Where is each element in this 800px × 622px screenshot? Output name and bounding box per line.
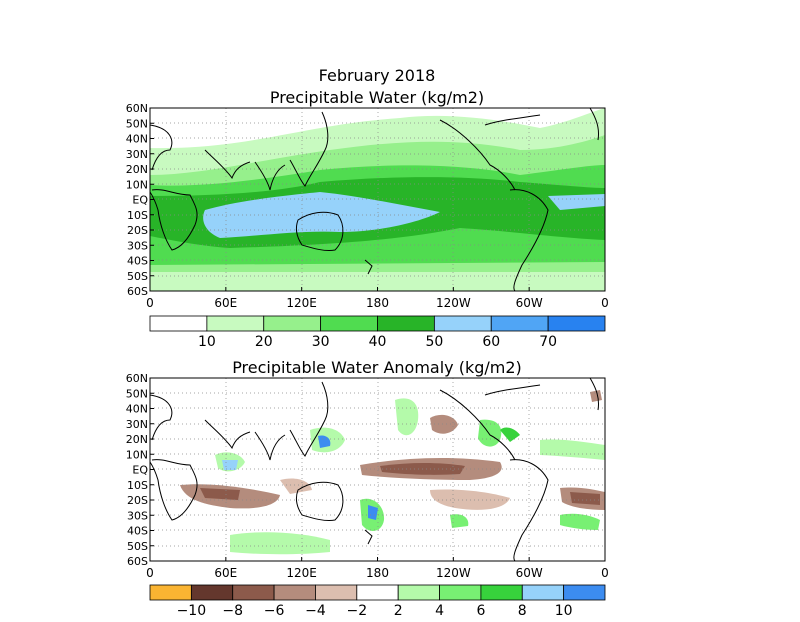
- top-map-panel: 60N 50N 40N 30N 20N 10N EQ 10S 20S 30S 40S 50S 60S 0…: [126, 102, 609, 310]
- colorbar-swatch: [439, 584, 482, 601]
- colorbar-label: 2: [394, 603, 403, 618]
- lon-tick-label: 0: [146, 296, 154, 310]
- colorbar-swatch: [397, 584, 440, 601]
- lon-tick-label: 120E: [286, 566, 317, 580]
- lon-tick-label: 0: [601, 566, 609, 580]
- lat-tick-label: 20N: [126, 163, 148, 176]
- lat-tick-label: EQ: [132, 464, 148, 477]
- colorbar-label: 10: [555, 603, 573, 618]
- colorbar-swatch: [206, 315, 265, 332]
- colorbar-label: 6: [476, 603, 485, 618]
- colorbar-swatch: [490, 315, 549, 332]
- colorbar-swatch: [480, 584, 523, 601]
- colorbar-swatch: [263, 315, 322, 332]
- colorbar-swatch: [521, 584, 565, 601]
- lat-tick-label: 50S: [127, 540, 148, 553]
- lat-tick-label: 10S: [127, 209, 148, 222]
- lat-tick-label: 60N: [126, 372, 148, 385]
- colorbar-swatch: [149, 584, 192, 601]
- colorbar-label: 8: [518, 603, 527, 618]
- lat-tick-label: 40S: [127, 525, 148, 538]
- colorbar-swatch: [563, 584, 606, 601]
- colorbar-label: −8: [222, 603, 243, 618]
- lon-tick-label: 120E: [286, 296, 317, 310]
- lat-tick-label: 30N: [126, 148, 148, 161]
- bottom-map-field: [150, 378, 605, 561]
- lon-tick-label: 60W: [516, 566, 543, 580]
- colorbar-swatch: [547, 315, 606, 332]
- lat-tick-label: 40N: [126, 403, 148, 416]
- lat-tick-label: EQ: [132, 194, 148, 207]
- colorbar-swatch: [320, 315, 378, 332]
- bottom-lon-labels: 0 60E 120E 180 120W 60W 0: [146, 557, 609, 580]
- colorbar-swatch: [232, 584, 275, 601]
- lat-tick-label: 60S: [127, 285, 148, 298]
- colorbar-label: 30: [312, 334, 330, 350]
- lon-tick-label: 120W: [436, 566, 471, 580]
- colorbar-swatch: [377, 315, 435, 332]
- bottom-map-panel: 60N 50N 40N 30N 20N 10N EQ 10S 20S 30S 40S 50S 60S 0…: [126, 372, 609, 580]
- lat-tick-label: 50N: [126, 387, 148, 400]
- colorbar-swatch: [149, 315, 208, 332]
- lat-tick-label: 20S: [127, 494, 148, 507]
- lat-tick-label: 10N: [126, 178, 148, 191]
- colorbar-label: −4: [305, 603, 326, 618]
- top-lon-labels: 0 60E 120E 180 120W 60W 0: [146, 287, 609, 310]
- lon-tick-label: 60E: [214, 296, 237, 310]
- colorbar-label: 40: [369, 334, 387, 350]
- lat-tick-label: 20N: [126, 433, 148, 446]
- top-colorbar: 10 20 30 40 50 60 70: [149, 315, 606, 350]
- lat-tick-label: 20S: [127, 224, 148, 237]
- lon-tick-label: 60W: [516, 296, 543, 310]
- colorbar-label: −10: [177, 603, 207, 618]
- colorbar-swatch: [315, 584, 358, 601]
- colorbar-label: 10: [198, 334, 216, 350]
- lat-tick-label: 60S: [127, 555, 148, 568]
- colorbar-label: 20: [255, 334, 273, 350]
- top-lat-labels: 60N 50N 40N 30N 20N 10N EQ 10S 20S 30S 40S 50S 60S: [126, 102, 154, 298]
- lat-tick-label: 40N: [126, 133, 148, 146]
- lon-tick-label: 60E: [214, 566, 237, 580]
- colorbar-label: 4: [435, 603, 444, 618]
- colorbar-label: −6: [264, 603, 285, 618]
- colorbar-label: 70: [539, 334, 557, 350]
- lon-tick-label: 180: [366, 296, 389, 310]
- lat-tick-label: 10N: [126, 448, 148, 461]
- lat-tick-label: 30S: [127, 239, 148, 252]
- lon-tick-label: 0: [601, 296, 609, 310]
- lat-tick-label: 50S: [127, 270, 148, 283]
- colorbar-swatch: [356, 584, 399, 601]
- colorbar-label: 50: [425, 334, 443, 350]
- lon-tick-label: 180: [366, 566, 389, 580]
- lon-tick-label: 0: [146, 566, 154, 580]
- date-title: February 2018: [319, 66, 436, 85]
- lat-tick-label: 50N: [126, 117, 148, 130]
- lat-tick-label: 10S: [127, 479, 148, 492]
- lat-tick-label: 60N: [126, 102, 148, 115]
- lat-tick-label: 30S: [127, 509, 148, 522]
- top-panel-title: Precipitable Water (kg/m2): [270, 88, 484, 107]
- lat-tick-label: 30N: [126, 418, 148, 431]
- lat-tick-label: 40S: [127, 255, 148, 268]
- top-map-field: [150, 108, 605, 291]
- colorbar-label: −2: [346, 603, 367, 618]
- colorbar-swatch: [190, 584, 234, 601]
- bottom-colorbar: −10 −8 −6 −4 −2 2 4 6 8 10: [149, 584, 606, 619]
- bottom-lat-labels: 60N 50N 40N 30N 20N 10N EQ 10S 20S 30S 40S 50S 60S: [126, 372, 154, 568]
- colorbar-label: 60: [482, 334, 500, 350]
- bottom-panel-title: Precipitable Water Anomaly (kg/m2): [232, 358, 522, 377]
- colorbar-swatch: [433, 315, 492, 332]
- lon-tick-label: 120W: [436, 296, 471, 310]
- colorbar-swatch: [273, 584, 316, 601]
